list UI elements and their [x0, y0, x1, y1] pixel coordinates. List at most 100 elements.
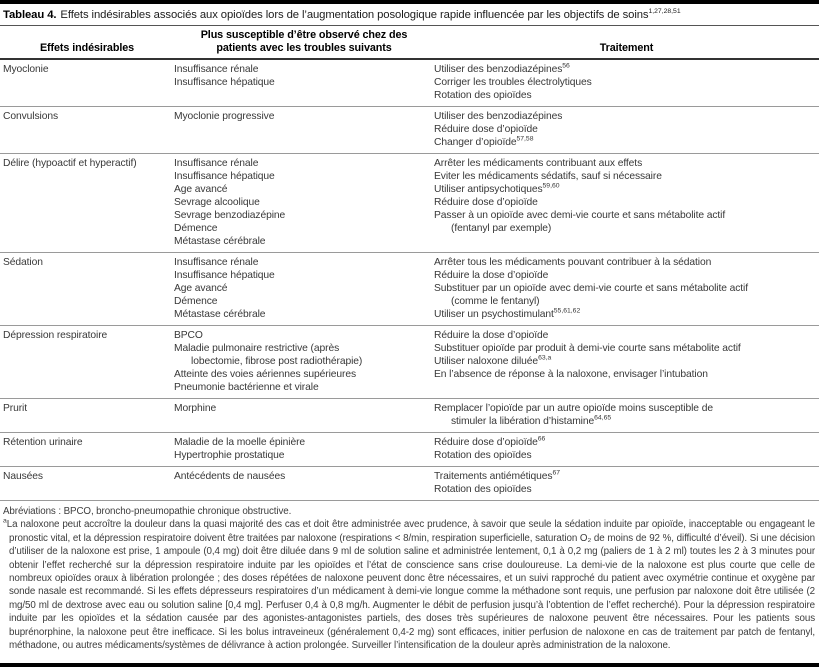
text-line: Insuffisance rénale — [174, 158, 259, 169]
text-line: Rétention urinaire — [3, 437, 83, 448]
text-line: Maladie de la moelle épinière — [174, 437, 306, 448]
text-line: Métastase cérébrale — [174, 236, 266, 247]
text-line: Insuffisance hépatique — [174, 77, 275, 88]
title-divider — [0, 25, 819, 26]
text-line: (fentanyl par exemple) — [451, 223, 552, 234]
text-line: Insuffisance hépatique — [174, 270, 275, 281]
reference-superscript: 56 — [562, 62, 570, 70]
table-number: Tableau 4. — [3, 9, 57, 21]
text-line: Utiliser des benzodiazépines56 — [434, 62, 570, 75]
table-row: Délire (hypoactif et hyperactif) Insuffis… — [0, 154, 819, 253]
text-line: Myoclonie — [3, 64, 49, 75]
text-line: Dépression respiratoire — [3, 330, 108, 341]
table-row: Rétention urinaire Maladie de la moelle é… — [0, 433, 819, 467]
text-line: Changer d’opioïde57,58 — [434, 135, 534, 148]
table-row: Dépression respiratoire BPCO Maladie pulmo… — [0, 326, 819, 399]
text-line: Rotation des opioïdes — [434, 90, 532, 101]
conditions-cell: Insuffisance rénale Insuffisance hépatiqu… — [174, 157, 434, 248]
treatments-cell: Arrêter tous les médicaments pouvant con… — [434, 256, 819, 321]
text-line: Convulsions — [3, 111, 58, 122]
table-row: Sédation Insuffisance rénale Insuffisance … — [0, 253, 819, 326]
conditions-cell: Insuffisance rénale Insuffisance hépatiqu… — [174, 256, 434, 321]
header-plus-susceptible: Plus susceptible d’être observé chez des… — [174, 29, 434, 54]
text-line: stimuler la libération d’histamine64,65 — [451, 414, 612, 427]
text-line: Corriger les troubles électrolytiques — [434, 77, 592, 88]
text-line: Morphine — [174, 403, 217, 414]
text-line: BPCO — [174, 330, 203, 341]
table-title: Tableau 4. Effets indésirables associés a… — [0, 4, 819, 25]
text-line: Myoclonie progressive — [174, 111, 275, 122]
text-line: Insuffisance rénale — [174, 257, 259, 268]
reference-superscript: 67 — [552, 469, 561, 477]
reference-superscript: 59,60 — [542, 182, 560, 190]
reference-superscript: 55,61,62 — [553, 307, 581, 315]
table-header-row: Effets indésirables Plus susceptible d’ê… — [0, 26, 819, 58]
text-line: Insuffisance hépatique — [174, 171, 275, 182]
text-line: Délire (hypoactif et hyperactif) — [3, 158, 137, 169]
reference-superscript: 64,65 — [594, 414, 612, 422]
abbreviations-line: Abréviations : BPCO, broncho-pneumopathi… — [3, 506, 292, 517]
text-line: Passer à un opioïde avec demi-vie courte… — [434, 210, 726, 221]
effect-cell: Convulsions — [0, 110, 174, 149]
title-reference-superscript: 1,27,28,51 — [648, 8, 681, 16]
treatments-cell: Réduire dose d’opioïde66 Rotation des opi… — [434, 436, 819, 462]
text-line: Réduire la dose d’opioïde — [434, 270, 549, 281]
effect-cell: Nausées — [0, 470, 174, 496]
text-line: Réduire la dose d’opioïde — [434, 330, 549, 341]
text-line: Utiliser naloxone diluée63,a — [434, 354, 552, 367]
text-line: Rotation des opioïdes — [434, 450, 532, 461]
conditions-cell: Myoclonie progressive — [174, 110, 434, 149]
text-line: Age avancé — [174, 184, 228, 195]
text-line: Nausées — [3, 471, 43, 482]
text-line: Eviter les médicaments sédatifs, sauf si… — [434, 171, 662, 182]
text-line: Arrêter tous les médicaments pouvant con… — [434, 257, 712, 268]
text-line: Métastase cérébrale — [174, 309, 266, 320]
top-rule — [0, 0, 819, 4]
text-line: Age avancé — [174, 283, 228, 294]
text-line: Hypertrophie prostatique — [174, 450, 285, 461]
reference-superscript: 66 — [537, 435, 546, 443]
text-line: Substituer opioïde par produit à demi-vi… — [434, 343, 741, 354]
header-divider — [0, 58, 819, 60]
table-row: Convulsions Myoclonie progressive Utiliser… — [0, 107, 819, 154]
text-line: Insuffisance rénale — [174, 64, 259, 75]
text-line: Antécédents de nausées — [174, 471, 286, 482]
text-line: Remplacer l’opioïde par un autre opioïde… — [434, 403, 713, 414]
table-row: Nausées Antécédents de nausées Traitements… — [0, 467, 819, 501]
text-line: Substituer par un opioïde avec demi-vie … — [434, 283, 748, 294]
text-line: Réduire dose d’opioïde66 — [434, 435, 546, 448]
text-line: Prurit — [3, 403, 28, 414]
text-line: Utiliser un psychostimulant55,61,62 — [434, 307, 581, 320]
conditions-cell: Antécédents de nausées — [174, 470, 434, 496]
text-line: Pneumonie bactérienne et virale — [174, 382, 319, 393]
conditions-cell: BPCO Maladie pulmonaire restrictive (aprè… — [174, 329, 434, 394]
conditions-cell: Maladie de la moelle épinière Hypertrophi… — [174, 436, 434, 462]
header-col2-line1: Plus susceptible d’être observé chez des — [200, 29, 408, 41]
table-title-text: Effets indésirables associés aux opioïde… — [60, 9, 649, 21]
text-line: Démence — [174, 223, 218, 234]
header-effets-indesirables: Effets indésirables — [39, 41, 135, 54]
text-line: Utiliser antipsychotiques59,60 — [434, 182, 560, 195]
text-line: Traitements antiémétiques67 — [434, 469, 561, 482]
text-line: Utiliser des benzodiazépines — [434, 111, 563, 122]
text-line: Arrêter les médicaments contribuant aux … — [434, 158, 643, 169]
treatments-cell: Traitements antiémétiques67 Rotation des … — [434, 470, 819, 496]
effect-cell: Sédation — [0, 256, 174, 321]
treatments-cell: Réduire la dose d’opioïde Substituer opio… — [434, 329, 819, 394]
text-line: Atteinte des voies aériennes supérieures — [174, 369, 357, 380]
footnote-a: aLa naloxone peut accroître la douleur d… — [3, 518, 815, 652]
text-line: Sevrage benzodiazépine — [174, 210, 286, 221]
treatments-cell: Utiliser des benzodiazépines56 Corriger l… — [434, 63, 819, 102]
effect-cell: Myoclonie — [0, 63, 174, 102]
effect-cell: Dépression respiratoire — [0, 329, 174, 394]
text-line: Réduire dose d’opioïde — [434, 197, 538, 208]
text-line: Maladie pulmonaire restrictive (après — [174, 343, 340, 354]
header-col2-line2: patients avec les troubles suivants — [216, 41, 392, 54]
text-line: Sédation — [3, 257, 43, 268]
bottom-rule — [0, 663, 819, 667]
table-row: Myoclonie Insuffisance rénale Insuffisance… — [0, 60, 819, 107]
treatments-cell: Remplacer l’opioïde par un autre opioïde… — [434, 402, 819, 428]
effect-cell: Prurit — [0, 402, 174, 428]
effect-cell: Rétention urinaire — [0, 436, 174, 462]
